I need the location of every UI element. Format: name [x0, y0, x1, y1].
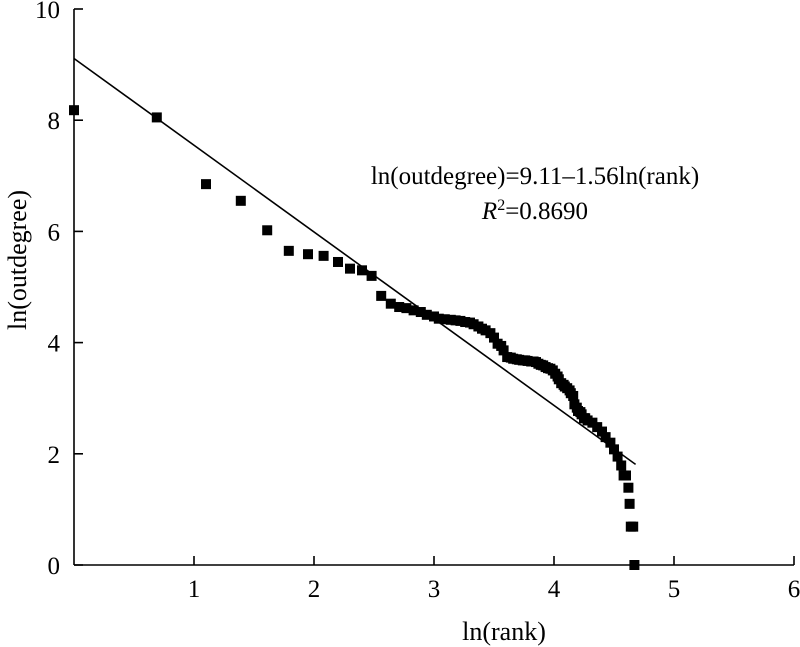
data-point [303, 249, 313, 260]
x-axis-title: ln(rank) [462, 617, 546, 646]
r2-symbol: R [481, 198, 497, 225]
data-point [201, 179, 211, 190]
data-point [394, 302, 405, 313]
data-point [624, 498, 635, 509]
data-point [408, 305, 419, 316]
x-tick-label: 5 [668, 576, 681, 603]
y-axis-title: ln(outdegree) [3, 190, 32, 330]
data-point [433, 313, 444, 324]
data-point [401, 303, 412, 314]
axes: 1 2 3 4 5 6 0 2 4 6 8 10 [35, 0, 800, 603]
x-tick-label: 1 [188, 576, 201, 603]
data-point [345, 263, 355, 274]
regression-equation: ln(outdegree)=9.11–1.56ln(rank) [371, 163, 699, 190]
data-point [376, 290, 387, 301]
data-point [151, 112, 162, 123]
data-point [628, 521, 639, 532]
r-squared-label: R2=0.8690 [481, 197, 588, 225]
data-point [616, 460, 627, 471]
x-tick-label: 4 [548, 576, 561, 603]
y-tick-label: 4 [48, 331, 61, 358]
r2-superscript: 2 [497, 197, 505, 214]
data-point [415, 307, 426, 318]
data-point [283, 245, 294, 256]
y-tick-label: 10 [35, 0, 60, 24]
data-point [262, 225, 273, 236]
data-point [605, 437, 616, 448]
data-point [498, 345, 509, 356]
y-tick-label: 0 [48, 553, 61, 580]
y-axis-ticks: 0 2 4 6 8 10 [35, 0, 83, 580]
data-points [69, 105, 640, 570]
data-point [568, 390, 579, 401]
data-point [621, 470, 631, 481]
data-point [609, 444, 619, 455]
data-point [489, 332, 499, 343]
r2-value: =0.8690 [505, 198, 588, 225]
data-point [366, 270, 377, 281]
data-point [439, 314, 450, 325]
data-point [318, 250, 329, 261]
data-point [385, 298, 396, 309]
x-tick-label: 6 [788, 576, 800, 603]
data-point [421, 309, 432, 320]
data-point [357, 265, 367, 276]
data-point [235, 195, 246, 206]
data-point [597, 426, 607, 437]
x-tick-label: 2 [308, 576, 321, 603]
y-tick-label: 2 [48, 442, 61, 469]
y-tick-label: 6 [48, 219, 61, 246]
data-point [623, 482, 634, 493]
y-tick-label: 8 [48, 108, 61, 135]
x-axis-ticks: 1 2 3 4 5 6 [188, 556, 800, 603]
x-tick-label: 3 [428, 576, 441, 603]
data-point [333, 256, 343, 267]
data-point [612, 451, 623, 462]
data-point [600, 432, 611, 443]
data-point [629, 560, 640, 570]
regression-line [73, 57, 637, 466]
data-point [69, 105, 79, 116]
